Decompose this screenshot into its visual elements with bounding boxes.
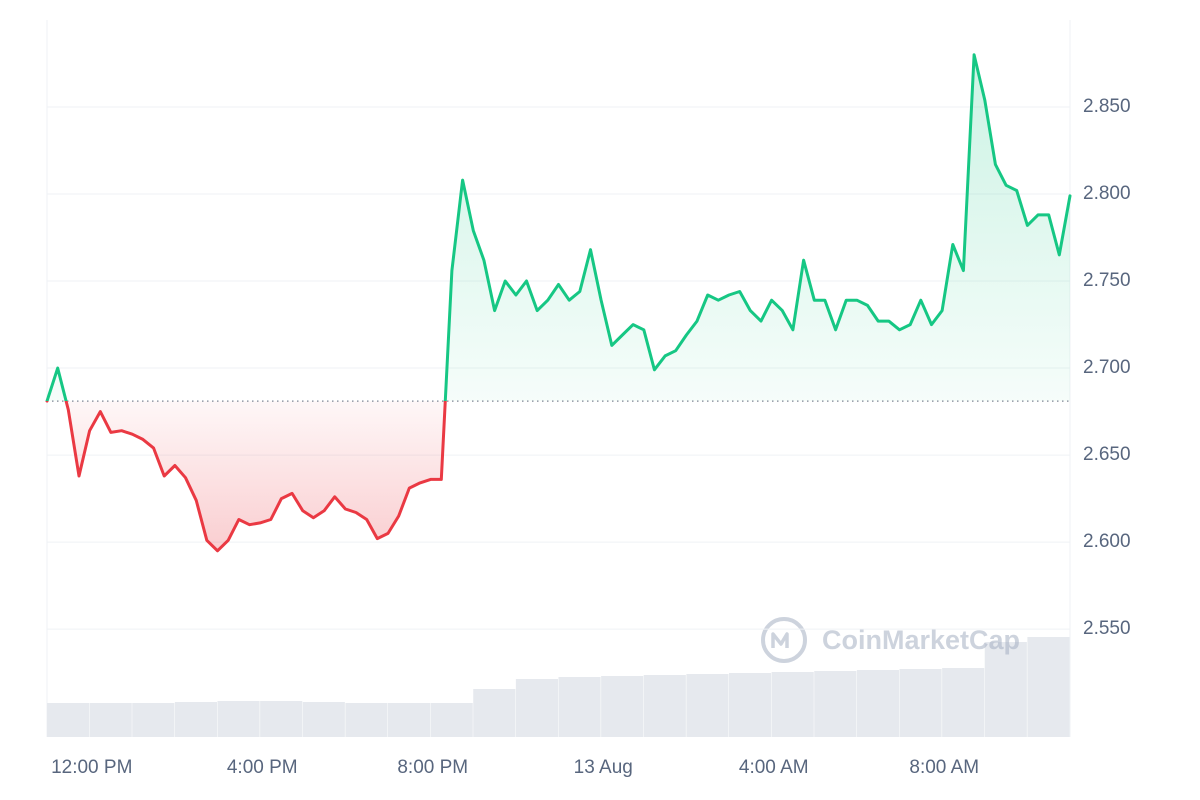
volume-bar [174,702,217,737]
volume-bar [473,689,516,737]
volume-bar [942,668,985,737]
volume-bar [217,701,260,737]
volume-bar [388,703,431,737]
x-tick-label: 8:00 PM [397,757,468,778]
y-tick-label: 2.700 [1083,357,1131,378]
volume-bar [430,703,473,737]
y-tick-label: 2.600 [1083,531,1131,552]
volume-bar [47,703,90,737]
volume-bar [132,703,175,737]
watermark: CoinMarketCap [822,625,1020,655]
x-tick-label: 12:00 PM [51,757,132,778]
volume-bar [771,672,814,737]
y-tick-label: 2.650 [1083,444,1131,465]
x-tick-label: 8:00 AM [909,757,979,778]
volume-bar [89,703,132,737]
x-tick-label: 4:00 AM [739,757,809,778]
volume-bar [1027,637,1070,737]
volume-bar [302,702,345,737]
volume-bar [601,676,644,737]
volume-bar [856,670,899,737]
y-tick-label: 2.800 [1083,183,1131,204]
y-tick-label: 2.750 [1083,270,1131,291]
volume-bar [729,673,772,737]
x-tick-label: 13 Aug [574,757,633,778]
volume-bar [643,675,686,737]
volume-bar [345,703,388,737]
volume-bar [814,671,857,737]
y-tick-label: 2.550 [1083,618,1131,639]
y-tick-label: 2.850 [1083,96,1131,117]
watermark-logo [761,617,807,663]
x-tick-label: 4:00 PM [227,757,298,778]
volume-bar [515,679,558,737]
price-line [45,53,1072,553]
volume-bar [260,701,303,737]
volume-bar [984,642,1027,737]
volume-bar [899,669,942,737]
price-area [47,54,1070,551]
volume-bar [686,674,729,737]
volume-bar [558,677,601,737]
